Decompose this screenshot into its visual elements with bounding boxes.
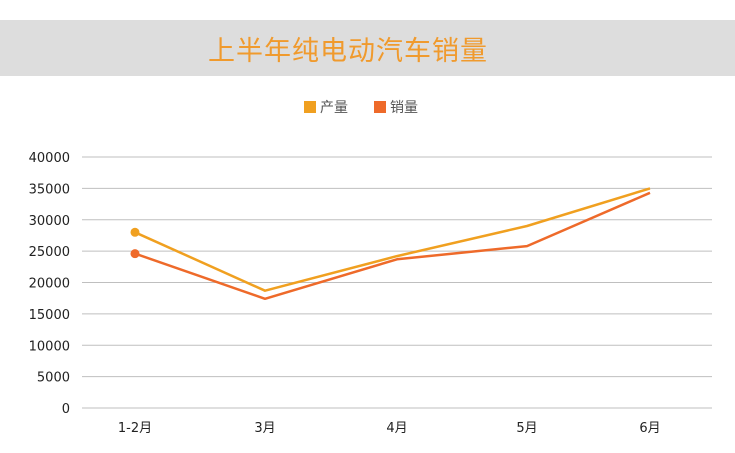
y-tick-label: 15000 bbox=[29, 308, 70, 323]
x-tick-label: 3月 bbox=[254, 421, 275, 436]
chart-title: 上半年纯电动汽车销量 bbox=[208, 36, 488, 67]
y-tick-label: 10000 bbox=[29, 339, 70, 354]
y-tick-label: 0 bbox=[62, 402, 70, 417]
series-start-point bbox=[130, 227, 140, 237]
y-tick-label: 5000 bbox=[37, 371, 70, 386]
legend-label: 销量 bbox=[390, 100, 418, 116]
x-axis-labels: 1-2月 3月 4月 5月 6月 bbox=[118, 421, 661, 436]
series-group bbox=[130, 187, 651, 301]
legend: 产量 销量 bbox=[304, 100, 418, 116]
y-tick-label: 30000 bbox=[29, 214, 70, 229]
y-tick-label: 20000 bbox=[29, 277, 70, 292]
y-tick-label: 35000 bbox=[29, 182, 70, 197]
series-start-point bbox=[130, 249, 140, 259]
series-line-0 bbox=[134, 187, 651, 292]
x-tick-label: 5月 bbox=[516, 421, 537, 436]
title-bar: 上半年纯电动汽车销量 bbox=[0, 20, 735, 76]
legend-swatch bbox=[304, 101, 316, 113]
x-tick-label: 1-2月 bbox=[118, 421, 152, 436]
x-tick-label: 6月 bbox=[639, 421, 660, 436]
y-tick-label: 25000 bbox=[29, 245, 70, 260]
series-line-1 bbox=[134, 191, 651, 301]
legend-label: 产量 bbox=[320, 100, 348, 116]
grid-lines bbox=[82, 156, 712, 409]
legend-swatch bbox=[374, 101, 386, 113]
x-tick-label: 4月 bbox=[386, 421, 407, 436]
y-tick-label: 40000 bbox=[29, 151, 70, 166]
y-axis-labels: 0 5000 10000 15000 20000 25000 30000 35000 40000 bbox=[29, 151, 70, 417]
